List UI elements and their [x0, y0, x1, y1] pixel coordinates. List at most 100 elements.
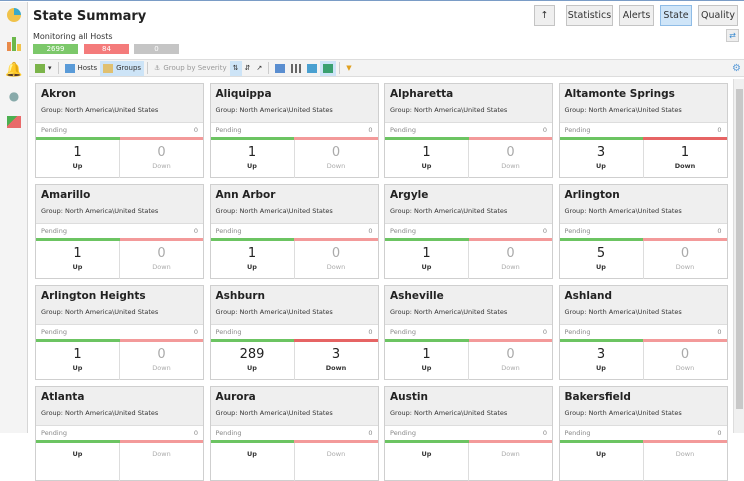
- group-card[interactable]: Aurora Group: North America\United State…: [209, 386, 379, 481]
- down-cell[interactable]: Down: [468, 443, 552, 481]
- group-card[interactable]: Bakersfield Group: North America\United …: [558, 386, 728, 481]
- down-cell[interactable]: Down: [642, 443, 727, 481]
- tab-statistics[interactable]: Statistics: [566, 5, 613, 26]
- up-count: 1: [247, 145, 257, 160]
- divider: [147, 62, 149, 74]
- group-card[interactable]: Alpharetta Group: North America\United S…: [384, 83, 553, 178]
- down-cell[interactable]: 1 Down: [642, 140, 727, 178]
- up-label: Up: [72, 364, 83, 372]
- up-cell[interactable]: 5 Up: [560, 241, 643, 279]
- up-cell[interactable]: 1 Up: [385, 241, 468, 279]
- group-card[interactable]: Austin Group: North America\United State…: [384, 386, 553, 481]
- up-button[interactable]: ↑: [534, 5, 555, 26]
- up-cell[interactable]: Up: [385, 443, 468, 481]
- down-cell[interactable]: Down: [293, 443, 378, 481]
- up-cell[interactable]: 1 Up: [211, 140, 294, 178]
- scrollbar-thumb[interactable]: [736, 89, 743, 409]
- down-label: Down: [326, 263, 346, 271]
- up-cell[interactable]: 1 Up: [211, 241, 294, 279]
- settings-button[interactable]: ⚙: [729, 61, 744, 76]
- down-label: Down: [152, 450, 171, 458]
- group-card[interactable]: Altamonte Springs Group: North America\U…: [558, 83, 728, 178]
- down-cell[interactable]: 3 Down: [293, 342, 378, 380]
- map-icon: [35, 63, 45, 73]
- sort-ascending-button[interactable]: ⇅: [229, 60, 242, 76]
- pending-label: Pending: [564, 227, 591, 235]
- swap-icon[interactable]: ⇄: [726, 29, 739, 42]
- card-group: Group: North America\United States: [390, 106, 508, 114]
- status-bar: [36, 137, 203, 140]
- state-summary-nav[interactable]: [0, 2, 28, 28]
- pending-label: Pending: [390, 126, 416, 134]
- card-header: Arlington Group: North America\United St…: [559, 185, 727, 224]
- down-cell[interactable]: 0 Down: [293, 140, 378, 178]
- expand-button[interactable]: ↗: [253, 61, 265, 76]
- down-cell[interactable]: 0 Down: [468, 241, 552, 279]
- gear-icon: ⚙: [732, 62, 741, 74]
- tab-alerts[interactable]: Alerts: [619, 5, 654, 26]
- divider: [268, 62, 270, 74]
- card-title: Akron: [41, 88, 76, 100]
- group-card[interactable]: Ashland Group: North America\United Stat…: [558, 285, 728, 380]
- statistics-nav[interactable]: [0, 31, 28, 57]
- up-label: Up: [596, 162, 606, 170]
- small-tiles-button[interactable]: [288, 61, 304, 76]
- down-bar: [468, 238, 552, 241]
- map-dropdown-button[interactable]: ▾: [32, 61, 55, 76]
- up-cell[interactable]: 1 Up: [36, 241, 119, 279]
- up-cell[interactable]: 3 Up: [560, 140, 643, 178]
- groups-button[interactable]: Groups: [100, 60, 145, 76]
- up-cell[interactable]: Up: [211, 443, 294, 481]
- group-card[interactable]: Ann Arbor Group: North America\United St…: [209, 184, 379, 279]
- maps-nav[interactable]: [0, 109, 28, 135]
- down-cell[interactable]: 0 Down: [468, 342, 552, 380]
- sort-descending-button[interactable]: ⇵: [242, 61, 254, 76]
- up-cell[interactable]: 289 Up: [211, 342, 294, 380]
- down-cell[interactable]: 0 Down: [119, 241, 203, 279]
- large-tiles-button[interactable]: [320, 60, 337, 76]
- card-header: Aliquippa Group: North America\United St…: [210, 84, 378, 123]
- group-card[interactable]: Amarillo Group: North America\United Sta…: [35, 184, 204, 279]
- down-cell[interactable]: Down: [119, 443, 203, 481]
- card-header: Amarillo Group: North America\United Sta…: [36, 185, 203, 224]
- group-by-severity-button[interactable]: ⚓ Group by Severity: [151, 61, 230, 76]
- up-cell[interactable]: 3 Up: [560, 342, 643, 380]
- filter-button[interactable]: ▼: [343, 61, 354, 76]
- quality-nav[interactable]: ●: [0, 83, 28, 109]
- down-cell[interactable]: 0 Down: [642, 241, 727, 279]
- down-cell[interactable]: 0 Down: [293, 241, 378, 279]
- alerts-nav[interactable]: 🔔: [0, 57, 28, 83]
- group-card[interactable]: Akron Group: North America\United States…: [35, 83, 204, 178]
- group-card[interactable]: Arlington Heights Group: North America\U…: [35, 285, 204, 380]
- anchor-icon: ⚓: [154, 64, 161, 72]
- down-cell[interactable]: 0 Down: [642, 342, 727, 380]
- up-cell[interactable]: Up: [36, 443, 119, 481]
- group-card[interactable]: Asheville Group: North America\United St…: [384, 285, 553, 380]
- group-card[interactable]: Atlanta Group: North America\United Stat…: [35, 386, 204, 481]
- bar-chart-icon: [7, 37, 21, 51]
- up-cell[interactable]: Up: [560, 443, 643, 481]
- group-card[interactable]: Argyle Group: North America\United State…: [384, 184, 553, 279]
- down-cell[interactable]: 0 Down: [119, 342, 203, 380]
- up-cell[interactable]: 1 Up: [385, 342, 468, 380]
- medium-tiles-button[interactable]: [304, 61, 320, 76]
- up-cell[interactable]: 1 Up: [36, 140, 119, 178]
- down-label: Down: [325, 364, 347, 372]
- tab-state[interactable]: State: [660, 5, 692, 26]
- vertical-scrollbar[interactable]: [733, 79, 744, 433]
- tiles-icon: [307, 63, 318, 73]
- table-view-button[interactable]: [272, 61, 288, 76]
- pending-row: Pending 0: [560, 325, 727, 339]
- hosts-button[interactable]: Hosts: [62, 61, 101, 76]
- card-header: Asheville Group: North America\United St…: [385, 286, 552, 325]
- group-card[interactable]: Arlington Group: North America\United St…: [558, 184, 728, 279]
- group-card[interactable]: Ashburn Group: North America\United Stat…: [209, 285, 379, 380]
- pending-label: Pending: [215, 328, 242, 336]
- up-bar: [559, 137, 643, 140]
- tab-quality[interactable]: Quality: [698, 5, 738, 26]
- down-cell[interactable]: 0 Down: [468, 140, 552, 178]
- up-cell[interactable]: 1 Up: [36, 342, 119, 380]
- down-cell[interactable]: 0 Down: [119, 140, 203, 178]
- up-cell[interactable]: 1 Up: [385, 140, 468, 178]
- group-card[interactable]: Aliquippa Group: North America\United St…: [209, 83, 379, 178]
